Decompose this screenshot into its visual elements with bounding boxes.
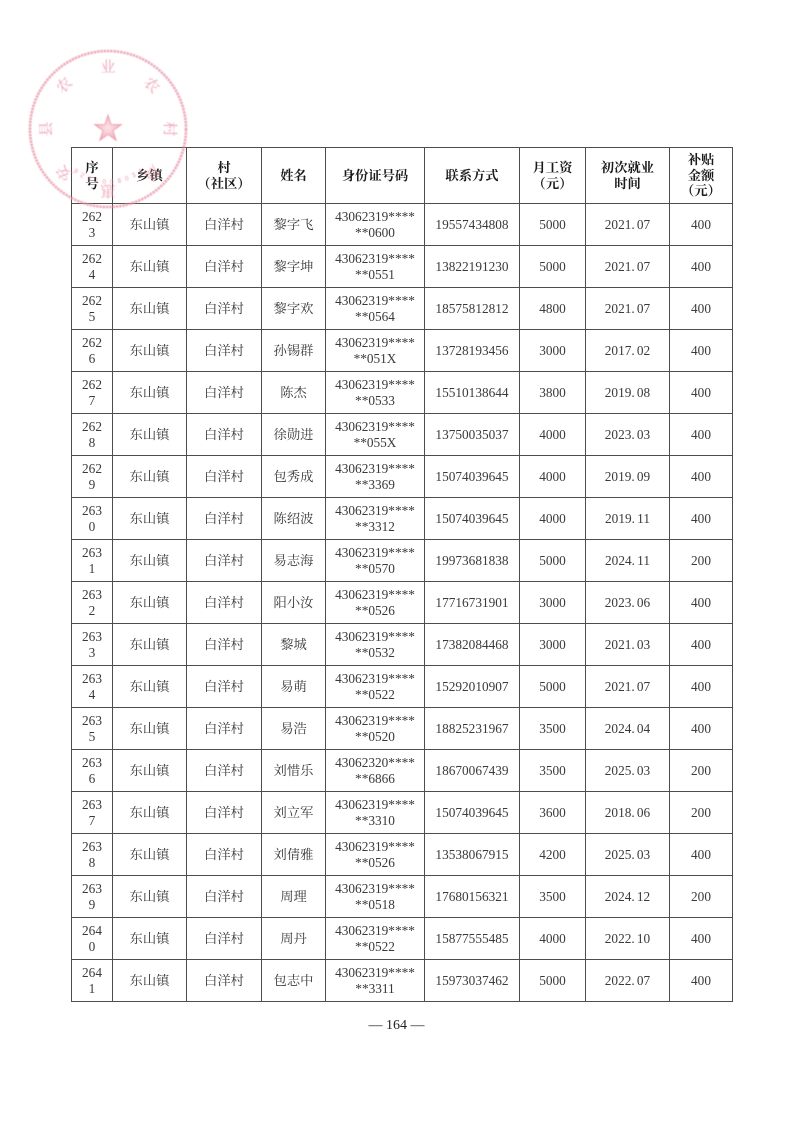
svg-text:业: 业 xyxy=(100,59,115,76)
svg-text:县: 县 xyxy=(38,121,55,136)
svg-text:农: 农 xyxy=(140,74,163,97)
svg-text:农: 农 xyxy=(53,74,76,97)
svg-text:村: 村 xyxy=(161,121,178,136)
